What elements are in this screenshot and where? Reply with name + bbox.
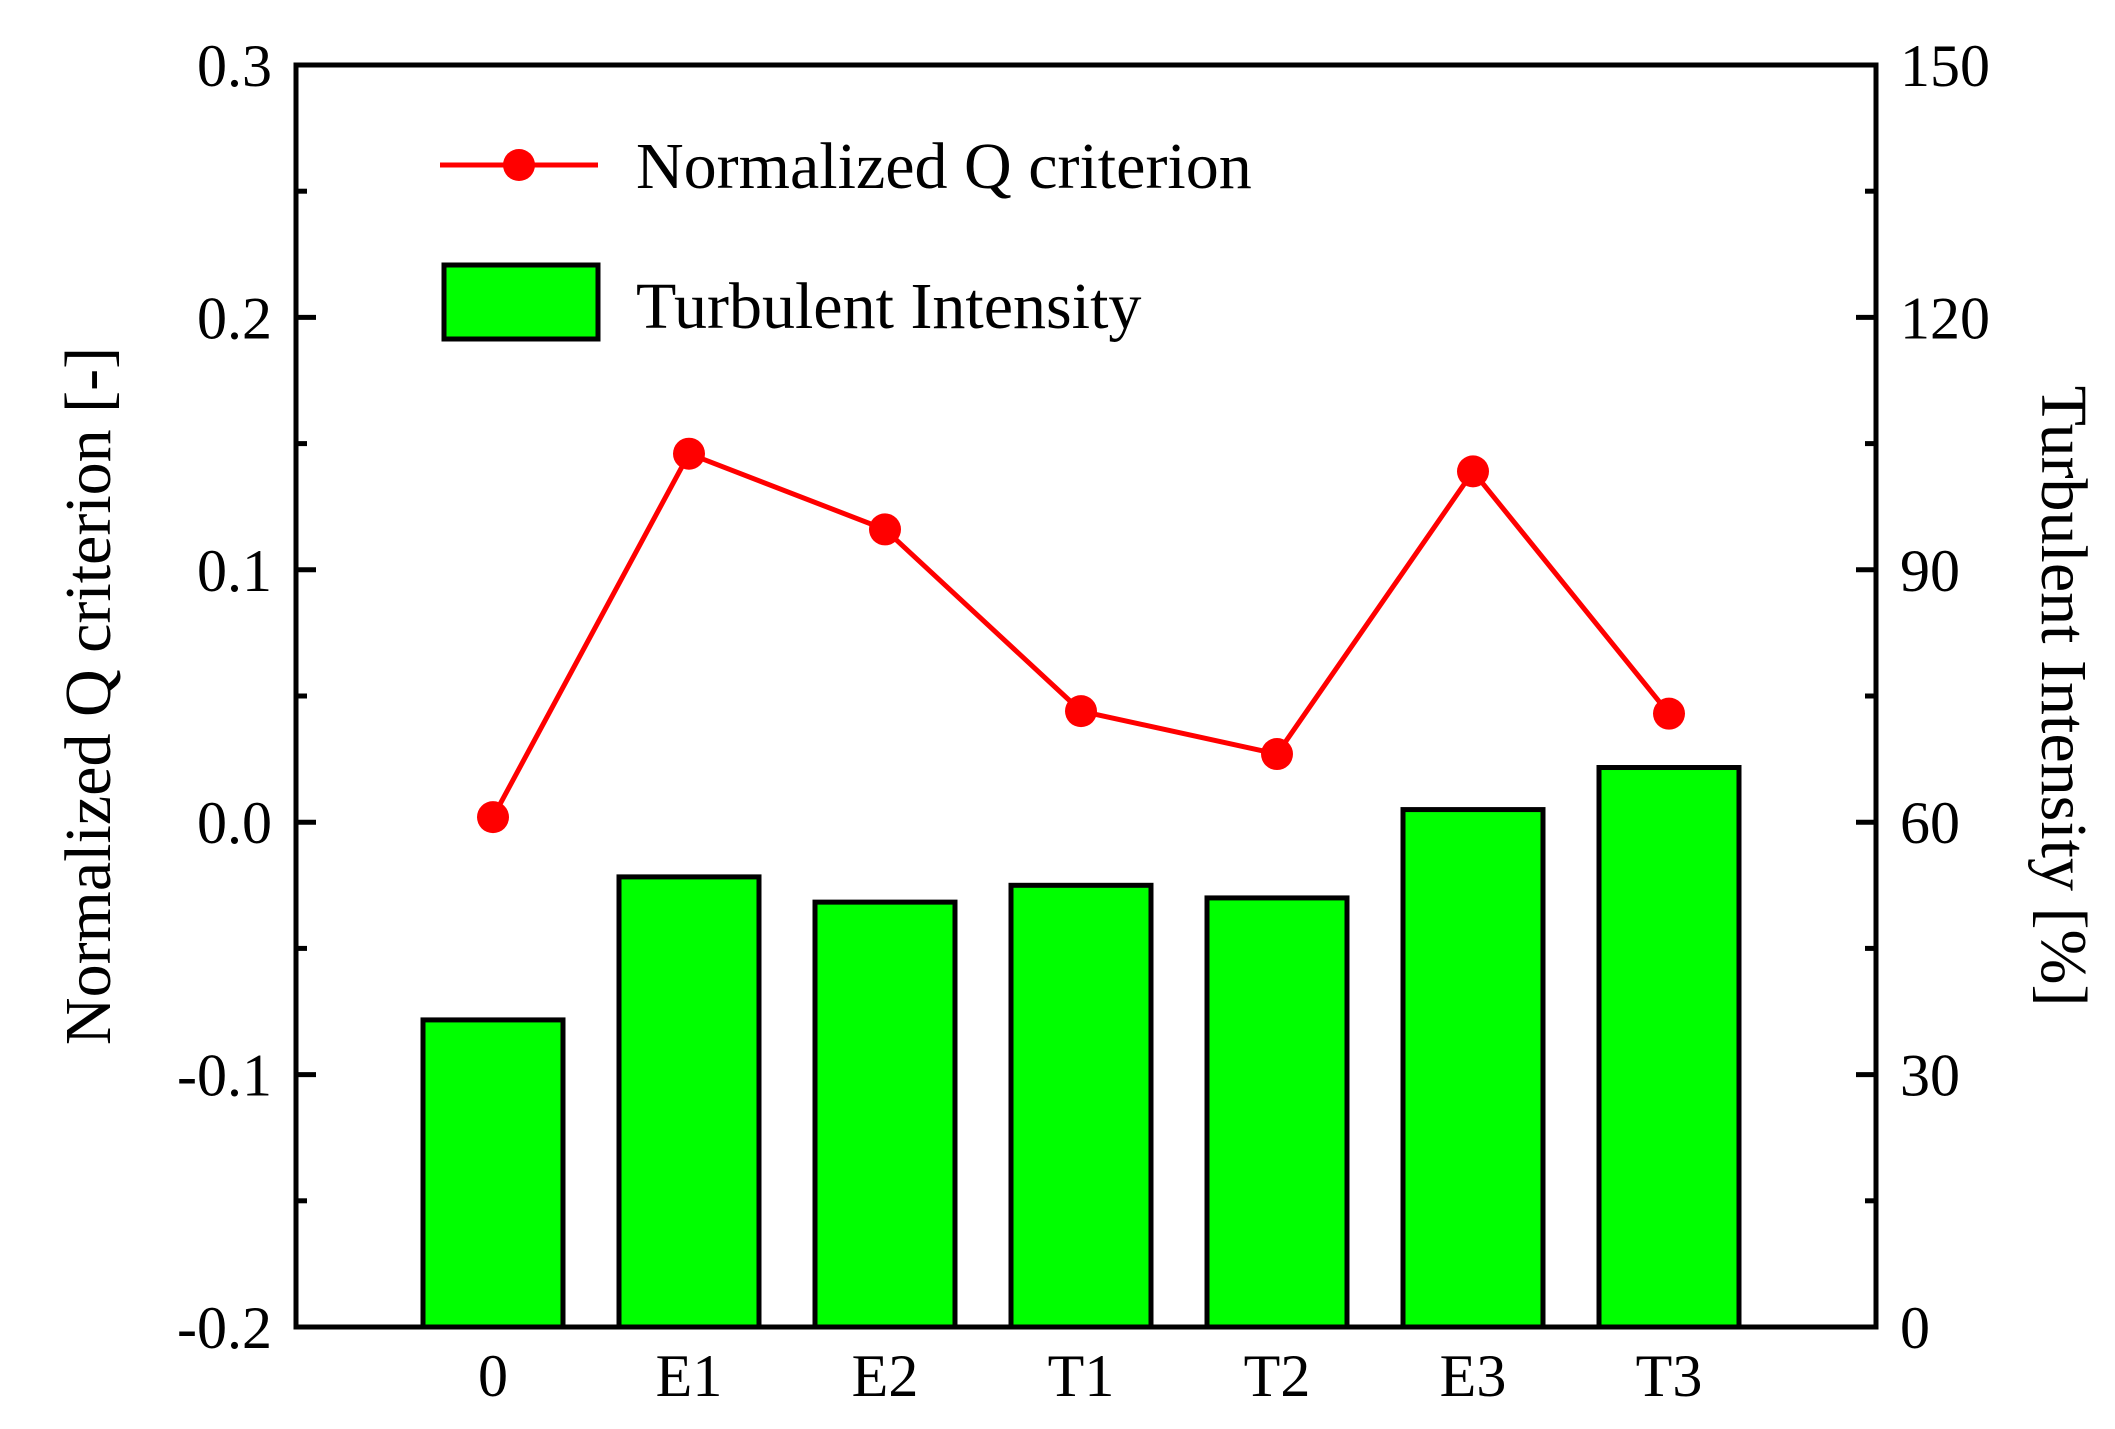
bar-T1 (1008, 882, 1154, 1330)
x-tick-label: E1 (656, 1343, 723, 1409)
x-tick-label: 0 (478, 1343, 508, 1409)
x-tick-label: E2 (852, 1343, 919, 1409)
q-point-T2 (1261, 738, 1293, 771)
right-tick-label: 60 (1900, 790, 1960, 856)
left-axis-title: Normalized Q criterion [-] (52, 347, 125, 1045)
bar-T3 (1596, 765, 1742, 1330)
bar-E2 (812, 899, 958, 1330)
legend-label-q: Normalized Q criterion (636, 130, 1252, 203)
legend-marker-swatch (503, 149, 535, 181)
bar-T2 (1204, 895, 1350, 1330)
q-point-0 (477, 801, 509, 834)
q-point-E1 (673, 437, 705, 470)
x-tick-label: T1 (1048, 1343, 1115, 1409)
left-tick-label: -0.2 (177, 1295, 272, 1361)
x-tick-label: T2 (1244, 1343, 1311, 1409)
right-tick-label: 150 (1900, 33, 1990, 99)
left-tick-label: 0.3 (197, 33, 272, 99)
right-tick-label: 0 (1900, 1295, 1930, 1361)
right-axis-title: Turbulent Intensity [%] (2027, 386, 2100, 1007)
right-tick-label: 30 (1900, 1043, 1960, 1109)
left-tick-label: 0.1 (197, 538, 272, 604)
q-point-T1 (1065, 695, 1097, 728)
right-tick-label: 90 (1900, 538, 1960, 604)
line-series-normalized-q (477, 437, 1685, 834)
bar-0 (420, 1017, 566, 1330)
bar-E1 (616, 874, 762, 1330)
legend-label-ti: Turbulent Intensity (636, 270, 1141, 343)
bar-E3 (1400, 807, 1546, 1330)
right-tick-label: 120 (1900, 285, 1990, 351)
bar-series-turbulent-intensity (420, 765, 1742, 1330)
x-tick-label: E3 (1440, 1343, 1507, 1409)
left-axis: -0.2 -0.1 0.0 0.1 0.2 0.3 (177, 33, 316, 1361)
q-point-T3 (1653, 697, 1685, 730)
left-tick-label: 0.2 (197, 285, 272, 351)
legend: Normalized Q criterion Turbulent Intensi… (440, 130, 1252, 343)
q-point-E3 (1457, 455, 1489, 488)
x-axis: 0 E1 E2 T1 T2 E3 T3 (478, 1343, 1702, 1409)
x-tick-label: T3 (1636, 1343, 1703, 1409)
q-point-E2 (869, 513, 901, 546)
left-tick-label: 0.0 (197, 790, 272, 856)
legend-bar-swatch (441, 262, 601, 342)
left-tick-label: -0.1 (177, 1043, 272, 1109)
right-axis: 0 30 60 90 120 150 (1856, 33, 1990, 1361)
